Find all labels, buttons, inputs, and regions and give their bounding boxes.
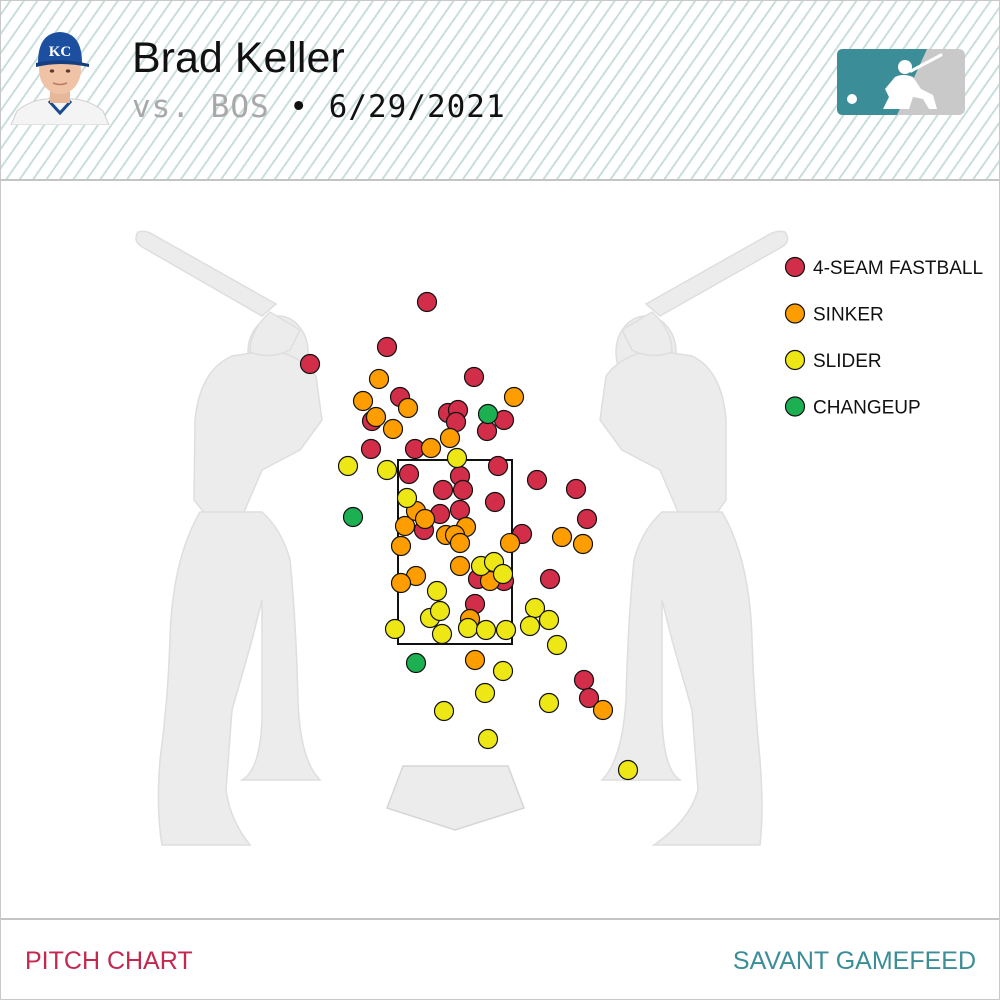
pitch-point[interactable] — [492, 660, 514, 682]
pitch-point[interactable] — [365, 406, 387, 428]
pitch-point[interactable] — [390, 535, 412, 557]
league-logo — [837, 49, 965, 115]
pitch-point[interactable] — [432, 479, 454, 501]
pitch-point[interactable] — [390, 572, 412, 594]
footer-divider — [1, 918, 999, 920]
pitch-point[interactable] — [405, 652, 427, 674]
player-name: Brad Keller — [132, 34, 345, 82]
pitch-point[interactable] — [484, 491, 506, 513]
legend-label: CHANGEUP — [813, 398, 921, 419]
pitch-point[interactable] — [449, 555, 471, 577]
pitch-point[interactable] — [576, 508, 598, 530]
pitch-point[interactable] — [572, 533, 594, 555]
pitch-point[interactable] — [463, 366, 485, 388]
pitch-point[interactable] — [449, 532, 471, 554]
pitch-point[interactable] — [433, 700, 455, 722]
pitch-point[interactable] — [452, 479, 474, 501]
pitch-point[interactable] — [446, 447, 468, 469]
pitch-point[interactable] — [539, 568, 561, 590]
pitch-point[interactable] — [551, 526, 573, 548]
pitch-chart-label: PITCH CHART — [25, 947, 193, 975]
header-banner: KC Brad Keller vs. BOS • 6/29/2021 — [1, 1, 999, 181]
pitch-point[interactable] — [503, 386, 525, 408]
pitch-point[interactable] — [573, 669, 595, 691]
pitch-point[interactable] — [526, 469, 548, 491]
legend-label: 4-SEAM FASTBALL — [813, 258, 983, 279]
pitch-point[interactable] — [449, 499, 471, 521]
pitch-point[interactable] — [337, 455, 359, 477]
legend: 4-SEAM FASTBALL SINKER SLIDER CHANGEUP — [784, 256, 983, 419]
pitch-point[interactable] — [477, 728, 499, 750]
legend-marker — [784, 303, 806, 324]
pitch-point[interactable] — [499, 532, 521, 554]
pitch-point[interactable] — [565, 478, 587, 500]
pitch-point[interactable] — [429, 600, 451, 622]
pitch-point[interactable] — [477, 403, 499, 425]
savant-gamefeed-link[interactable]: SAVANT GAMEFEED — [732, 947, 976, 975]
pitch-point[interactable] — [398, 463, 420, 485]
pitch-point[interactable] — [397, 397, 419, 419]
pitch-points — [299, 291, 639, 781]
pitch-point[interactable] — [376, 336, 398, 358]
right-batter-silhouette — [599, 230, 789, 846]
pitch-point[interactable] — [475, 619, 497, 641]
pitch-point[interactable] — [495, 619, 517, 641]
pitch-point[interactable] — [414, 508, 436, 530]
pitch-point[interactable] — [396, 487, 418, 509]
opponent-label: vs. BOS — [132, 89, 270, 125]
pitch-point[interactable] — [546, 634, 568, 656]
pitch-point[interactable] — [342, 506, 364, 528]
pitch-point[interactable] — [476, 420, 498, 442]
pitch-point[interactable] — [492, 563, 514, 585]
pitch-point[interactable] — [464, 649, 486, 671]
pitch-chart-svg: 4-SEAM FASTBALL SINKER SLIDER CHANGEUP — [135, 230, 983, 846]
pitch-point[interactable] — [368, 368, 390, 390]
pitch-point[interactable] — [538, 692, 560, 714]
player-headshot: KC — [9, 23, 111, 125]
pitch-point[interactable] — [578, 687, 600, 709]
pitch-point[interactable] — [457, 617, 479, 639]
pitch-point[interactable] — [394, 515, 416, 537]
separator-dot: • — [269, 89, 329, 125]
pitch-point[interactable] — [519, 615, 541, 637]
game-subtitle: vs. BOS • 6/29/2021 — [132, 89, 506, 125]
pitch-point[interactable] — [376, 459, 398, 481]
legend-marker — [784, 256, 806, 278]
cap-logo-letters: KC — [49, 44, 72, 60]
pitch-point[interactable] — [474, 682, 496, 704]
pitch-point[interactable] — [617, 759, 639, 781]
pitch-point[interactable] — [487, 455, 509, 477]
pitch-point[interactable] — [384, 618, 406, 640]
pitch-point[interactable] — [360, 438, 382, 460]
pitch-point[interactable] — [416, 291, 438, 313]
pitch-point[interactable] — [426, 580, 448, 602]
pitch-point[interactable] — [299, 353, 321, 375]
left-batter-silhouette — [135, 230, 323, 846]
legend-marker — [784, 349, 806, 371]
home-plate — [386, 765, 525, 831]
pitch-point[interactable] — [420, 437, 442, 459]
legend-marker — [784, 396, 806, 417]
pitch-chart-area: 4-SEAM FASTBALL SINKER SLIDER CHANGEUP — [0, 180, 1000, 920]
pitch-point[interactable] — [538, 609, 560, 631]
pitch-point[interactable] — [439, 427, 461, 449]
pitch-point[interactable] — [382, 418, 404, 440]
legend-label: SINKER — [813, 305, 884, 326]
game-date: 6/29/2021 — [328, 89, 506, 125]
pitch-point[interactable] — [592, 699, 614, 721]
pitch-point[interactable] — [352, 390, 374, 412]
legend-label: SLIDER — [813, 351, 882, 372]
pitch-point[interactable] — [431, 623, 453, 645]
